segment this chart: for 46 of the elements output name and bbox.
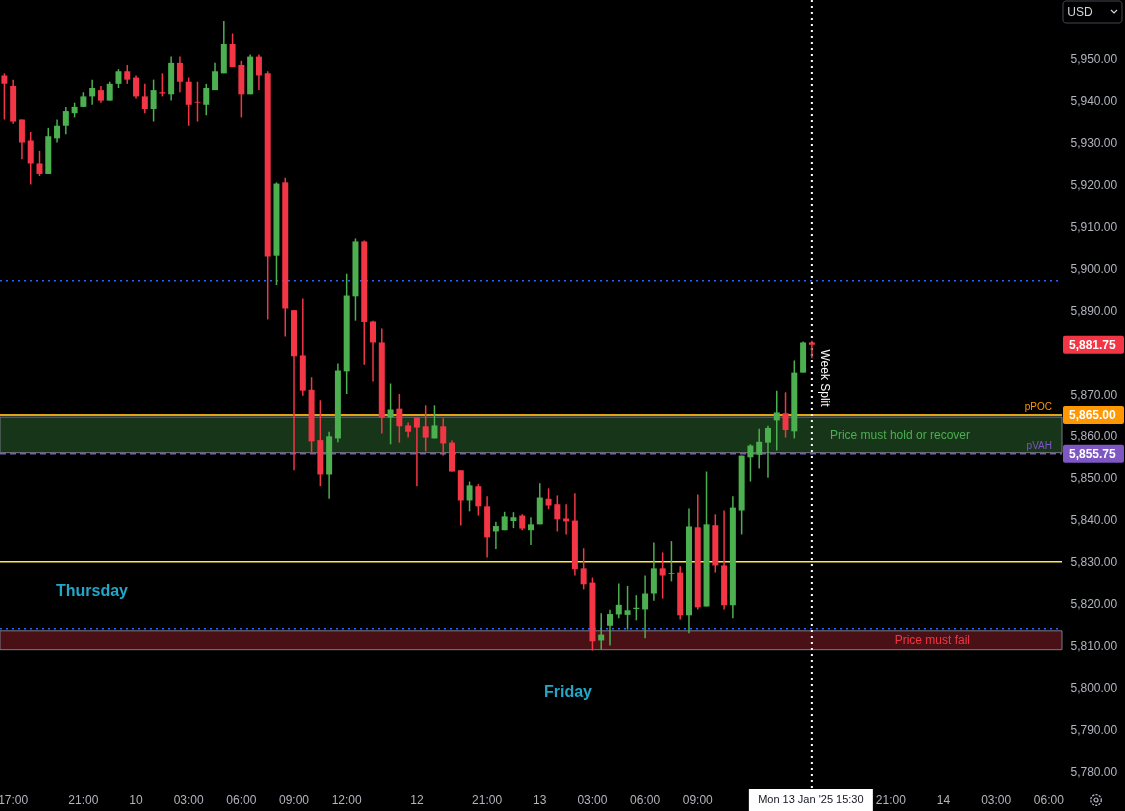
x-tick-label: 17:00 [0, 792, 29, 807]
y-tick-label: 5,840.00 [1070, 513, 1118, 528]
y-tick-label: 5,890.00 [1070, 303, 1118, 318]
y-tick-label: 5,830.00 [1070, 555, 1118, 570]
y-tick-label: 5,850.00 [1070, 471, 1118, 486]
ref-line-label: pPOC [1024, 400, 1052, 412]
x-tick-label: 21:00 [875, 792, 907, 807]
y-tick-label: 5,780.00 [1070, 764, 1118, 779]
ref-line-label: pVAH [1026, 439, 1052, 451]
x-tick-label: Mon 13 Jan '25 15:30 [758, 793, 864, 805]
x-tick-label: 12:00 [331, 792, 363, 807]
text: 5,865.00 [1069, 407, 1117, 422]
x-tick-label: 21:00 [472, 792, 503, 807]
y-tick-label: 5,950.00 [1070, 52, 1118, 67]
band-label: Price must hold or recover [829, 427, 970, 442]
text: 5,855.75 [1069, 446, 1117, 461]
y-tick-label: 5,820.00 [1070, 597, 1118, 612]
annotation: Thursday [55, 582, 129, 599]
y-tick-label: 5,800.00 [1070, 680, 1118, 695]
y-tick-label: 5,860.00 [1070, 429, 1118, 444]
x-tick-label: 06:00 [630, 792, 661, 807]
y-tick-label: 5,900.00 [1070, 261, 1118, 276]
x-tick-label: 03:00 [981, 792, 1012, 807]
y-tick-label: 5,910.00 [1070, 219, 1118, 234]
y-tick-label: 5,810.00 [1070, 638, 1118, 653]
text: USD [1067, 5, 1093, 19]
x-tick-label: 09:00 [682, 792, 714, 807]
x-tick-label: 09:00 [279, 792, 310, 807]
x-tick-label: 12 [410, 792, 424, 807]
x-tick-label: 06:00 [226, 792, 257, 807]
y-tick-label: 5,790.00 [1070, 722, 1118, 737]
x-tick-label: 13 [533, 792, 547, 807]
y-tick-label: 5,930.00 [1070, 136, 1118, 151]
text: 5,881.75 [1069, 337, 1117, 352]
x-tick-label: 03:00 [577, 792, 608, 807]
y-tick-label: 5,870.00 [1070, 387, 1118, 402]
x-tick-label: 10 [129, 792, 144, 807]
y-tick-label: 5,920.00 [1070, 177, 1118, 192]
ref-line-label: Week Split [817, 349, 832, 408]
x-tick-label: 14 [936, 792, 951, 807]
x-tick-label: 06:00 [1033, 792, 1065, 807]
x-tick-label: 21:00 [68, 792, 99, 807]
annotation: Friday [543, 683, 593, 700]
x-tick-label: 03:00 [173, 792, 205, 807]
band-label: Price must fail [894, 633, 970, 648]
y-tick-label: 5,940.00 [1070, 94, 1118, 109]
